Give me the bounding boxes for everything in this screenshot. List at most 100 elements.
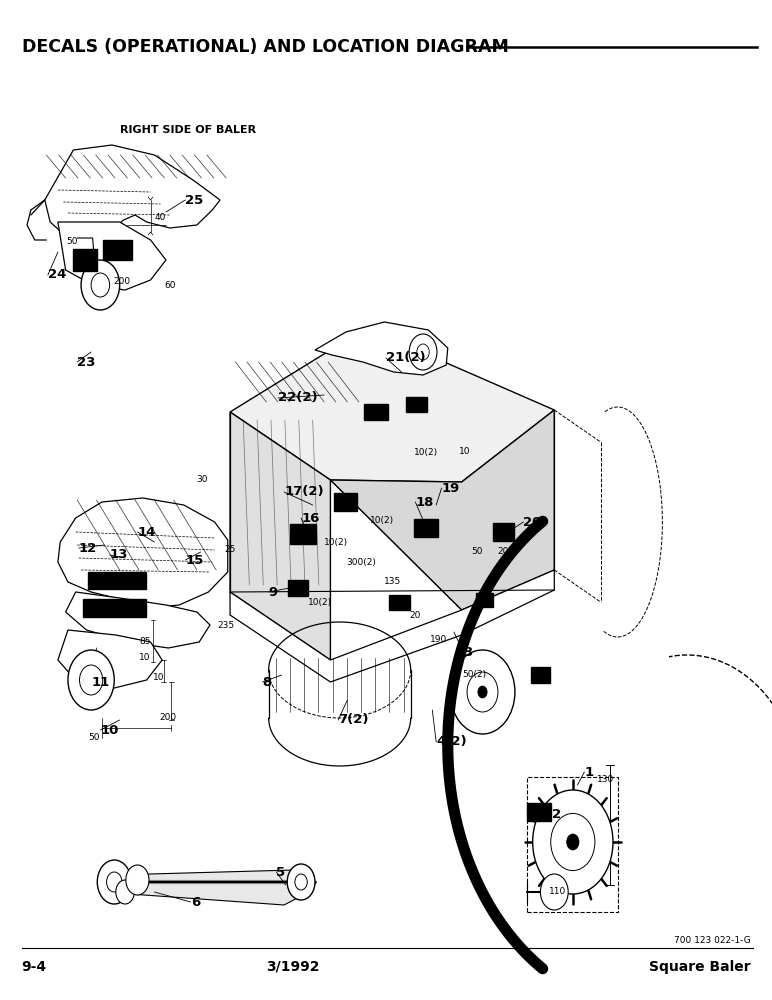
Circle shape — [97, 860, 131, 904]
Circle shape — [417, 344, 429, 360]
Text: 10(2): 10(2) — [414, 448, 438, 456]
Text: 10(2): 10(2) — [323, 538, 348, 546]
Text: 300(2): 300(2) — [347, 558, 376, 566]
Polygon shape — [58, 498, 228, 608]
Text: Square Baler: Square Baler — [648, 960, 750, 974]
Circle shape — [567, 834, 579, 850]
Text: 10: 10 — [140, 654, 151, 662]
Text: 3: 3 — [463, 646, 472, 658]
Circle shape — [478, 686, 487, 698]
Text: 11: 11 — [91, 676, 110, 688]
Text: 700 123 022-1-G: 700 123 022-1-G — [674, 936, 750, 945]
Text: 15: 15 — [185, 554, 204, 566]
Text: 17(2): 17(2) — [284, 486, 323, 498]
Bar — [390, 594, 411, 609]
Polygon shape — [66, 592, 210, 648]
Circle shape — [409, 334, 437, 370]
Text: 110: 110 — [549, 888, 566, 896]
Circle shape — [533, 790, 613, 894]
Text: 16: 16 — [301, 512, 320, 524]
Text: 4(2): 4(2) — [436, 736, 467, 748]
Text: 40: 40 — [293, 538, 303, 546]
Bar — [103, 240, 132, 260]
Text: 24: 24 — [48, 268, 66, 282]
Text: 10: 10 — [100, 724, 119, 736]
Text: 8: 8 — [262, 676, 272, 688]
Circle shape — [550, 813, 595, 871]
Text: 10(2): 10(2) — [308, 597, 333, 606]
Polygon shape — [102, 870, 317, 905]
Circle shape — [68, 650, 114, 710]
Polygon shape — [58, 630, 162, 688]
Circle shape — [450, 650, 515, 734]
Text: 200: 200 — [113, 277, 130, 286]
Text: 200: 200 — [160, 714, 177, 722]
Text: 50: 50 — [66, 237, 77, 246]
Text: 20: 20 — [498, 548, 509, 556]
Polygon shape — [315, 322, 448, 375]
Text: 3/1992: 3/1992 — [266, 960, 320, 974]
Polygon shape — [330, 410, 554, 610]
Text: 6: 6 — [191, 896, 200, 908]
Circle shape — [540, 874, 568, 910]
Bar — [407, 396, 428, 412]
Text: 14: 14 — [137, 526, 156, 538]
Text: DECALS (OPERATIONAL) AND LOCATION DIAGRAM: DECALS (OPERATIONAL) AND LOCATION DIAGRA… — [22, 38, 509, 56]
Text: 10: 10 — [153, 674, 164, 682]
Text: 235: 235 — [217, 620, 234, 630]
Text: 50(2): 50(2) — [462, 670, 486, 680]
Bar — [334, 493, 357, 511]
Text: 9-4: 9-4 — [22, 960, 47, 974]
Polygon shape — [45, 145, 220, 245]
Polygon shape — [58, 222, 166, 290]
Circle shape — [80, 665, 103, 695]
Text: 23: 23 — [77, 356, 96, 368]
Text: 12: 12 — [79, 542, 97, 554]
Text: 130: 130 — [598, 776, 615, 784]
Text: 20: 20 — [410, 610, 421, 619]
Text: 10(2): 10(2) — [370, 516, 394, 524]
Bar — [476, 593, 493, 607]
Text: 40: 40 — [154, 214, 165, 223]
Circle shape — [81, 260, 120, 310]
Text: 25: 25 — [225, 546, 235, 554]
Bar — [88, 572, 146, 588]
Bar — [290, 524, 316, 544]
Bar — [493, 523, 514, 541]
Bar — [364, 404, 388, 420]
Bar — [414, 519, 438, 537]
Circle shape — [295, 874, 307, 890]
Text: 190: 190 — [430, 636, 447, 645]
Text: 50: 50 — [89, 734, 100, 742]
Text: 19: 19 — [442, 482, 460, 494]
Circle shape — [107, 872, 122, 892]
Text: 20: 20 — [523, 516, 542, 528]
Circle shape — [467, 672, 498, 712]
Text: 13: 13 — [110, 548, 128, 562]
Bar — [527, 803, 551, 821]
Bar — [531, 667, 550, 683]
Polygon shape — [230, 412, 330, 660]
Text: 5: 5 — [276, 865, 286, 879]
Text: 85: 85 — [140, 638, 151, 647]
Text: 25: 25 — [185, 194, 204, 207]
Text: 30: 30 — [197, 476, 208, 485]
Text: 18: 18 — [415, 495, 434, 508]
Bar — [287, 580, 309, 596]
Text: 10: 10 — [459, 448, 470, 456]
Text: 1: 1 — [584, 766, 594, 778]
Circle shape — [126, 865, 149, 895]
Circle shape — [287, 864, 315, 900]
Text: 9: 9 — [269, 585, 278, 598]
Polygon shape — [527, 777, 618, 912]
Text: RIGHT SIDE OF BALER: RIGHT SIDE OF BALER — [120, 125, 256, 135]
Bar — [73, 249, 97, 271]
Text: 50: 50 — [472, 548, 482, 556]
Polygon shape — [230, 350, 554, 482]
Text: 135: 135 — [384, 578, 401, 586]
Text: 60: 60 — [164, 280, 175, 290]
Circle shape — [91, 273, 110, 297]
Text: 21(2): 21(2) — [386, 352, 425, 364]
Text: 2: 2 — [552, 808, 561, 822]
Text: 22(2): 22(2) — [278, 391, 317, 404]
